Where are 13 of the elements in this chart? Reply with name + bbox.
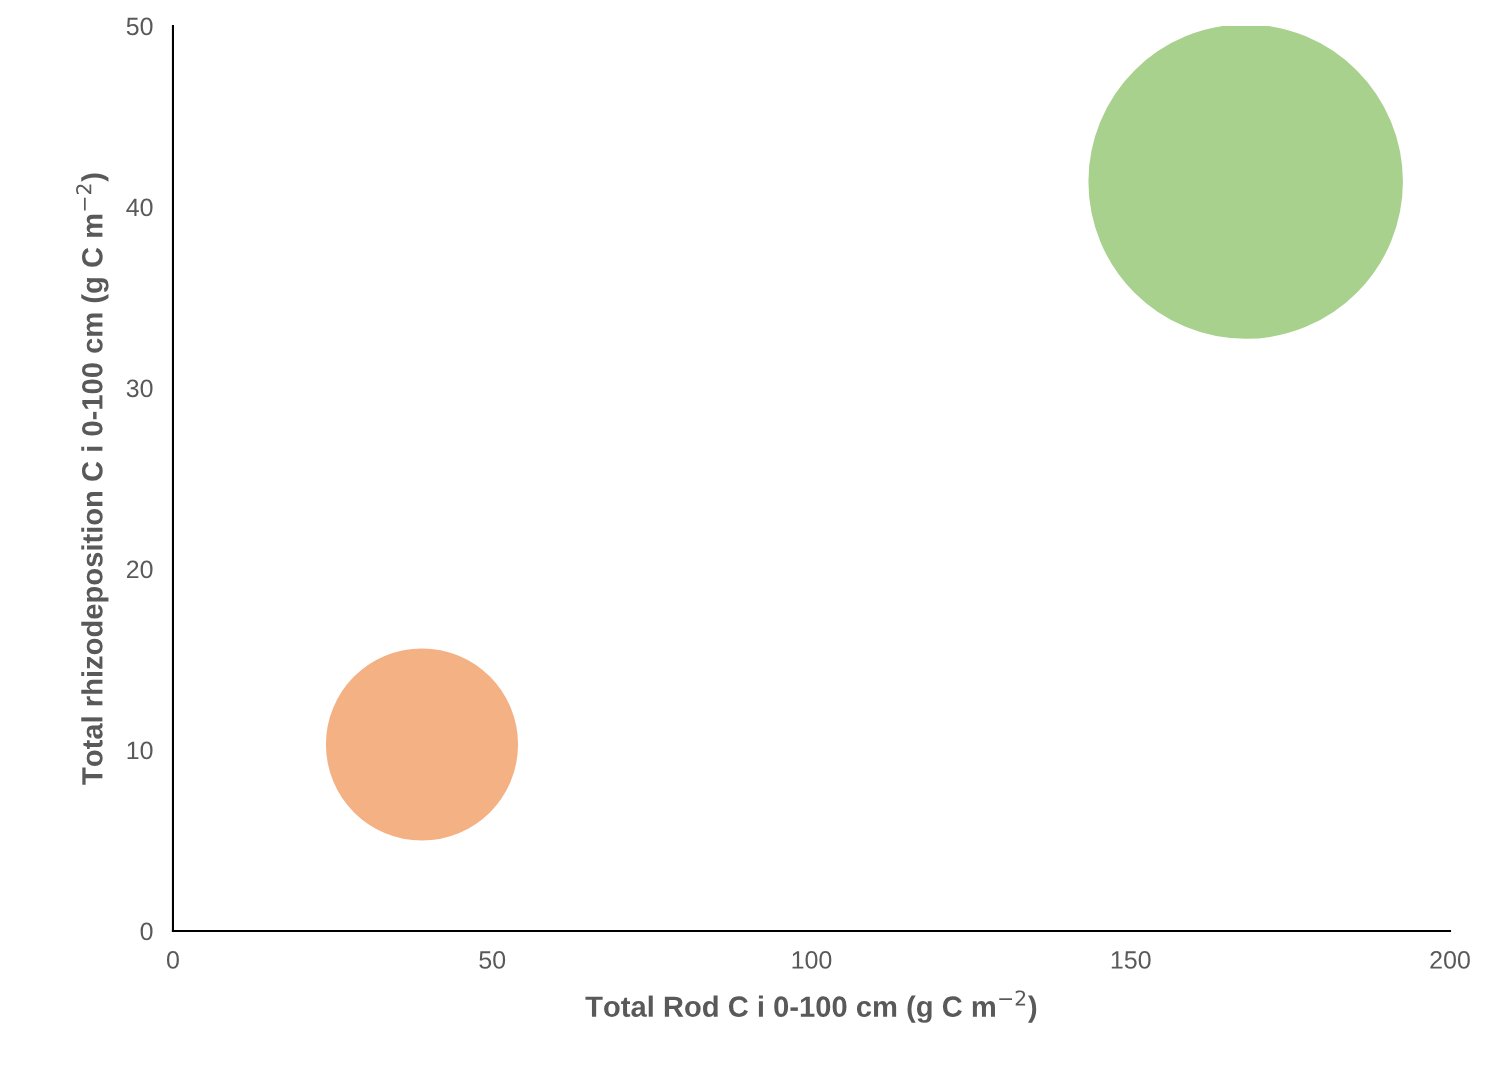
y-tick-label: 10 xyxy=(127,741,153,760)
y-axis-title: Total rhizodeposition C i 0-100 cm (g C m$^{−2}$) xyxy=(76,173,109,785)
x-tick-label: 50 xyxy=(479,951,506,969)
x-tick-label: 0 xyxy=(166,951,179,969)
y-tick-label: 40 xyxy=(126,198,153,217)
x-tick-label: 150 xyxy=(1111,951,1151,969)
y-tick-label: 0 xyxy=(140,922,153,941)
y-tick-label: 30 xyxy=(126,379,153,398)
x-tick-label: 200 xyxy=(1430,951,1470,969)
x-axis-title: Total Rod C i 0-100 cm (g C m$^{−2}$) xyxy=(585,990,1037,1023)
y-tick-label: 20 xyxy=(126,560,153,579)
x-tick-label: 100 xyxy=(792,951,832,969)
y-tick-label: 50 xyxy=(126,17,153,36)
